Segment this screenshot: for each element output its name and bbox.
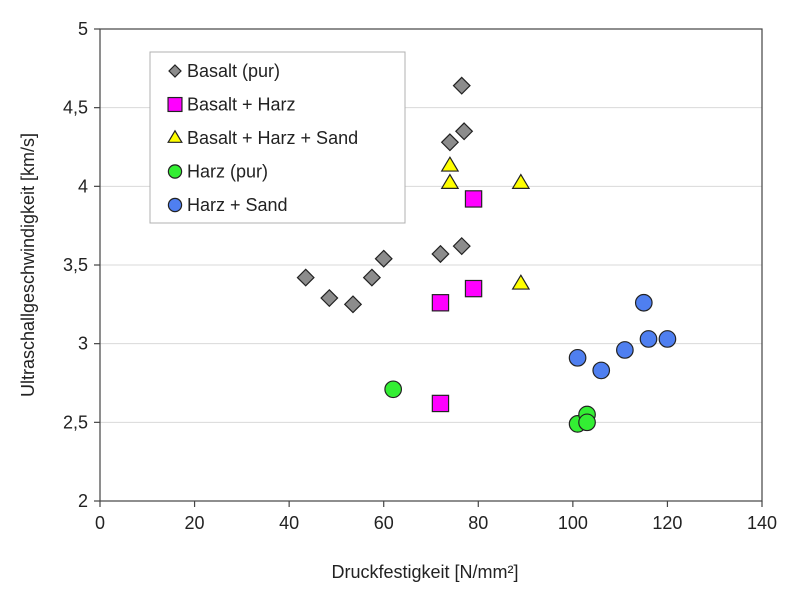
legend-item: Basalt (pur) [168, 61, 280, 81]
y-tick-label: 3 [78, 334, 88, 354]
x-tick-label: 100 [558, 513, 588, 533]
data-point [440, 156, 460, 172]
legend-label: Harz + Sand [187, 195, 288, 215]
data-point [343, 295, 363, 314]
legend-item: Basalt + Harz [167, 95, 296, 115]
data-points [296, 76, 677, 433]
x-tick-label: 40 [279, 513, 299, 533]
legend-marker [168, 64, 182, 78]
x-tick-label: 0 [95, 513, 105, 533]
data-point [320, 288, 339, 308]
legend-item: Basalt + Harz + Sand [167, 128, 358, 148]
data-point [616, 341, 634, 359]
data-point [296, 268, 315, 287]
data-point [431, 244, 450, 264]
x-axis-label: Druckfestigkeit [N/mm²] [331, 562, 518, 582]
data-point [568, 348, 587, 367]
y-tick-label: 4 [78, 176, 88, 196]
data-point [455, 122, 474, 141]
series-2 [431, 190, 483, 413]
y-tick-label: 3,5 [63, 255, 88, 275]
data-point [639, 330, 658, 348]
data-point [511, 274, 531, 290]
data-point [431, 394, 450, 413]
legend-marker [167, 129, 183, 143]
legend-marker [167, 96, 183, 113]
series-5 [568, 293, 677, 380]
legend-marker [167, 164, 183, 179]
y-axis: 2 2,5 3 3,5 4 4,5 5 [63, 19, 100, 511]
x-tick-label: 80 [468, 513, 488, 533]
legend-item: Harz + Sand [167, 195, 288, 215]
data-point [464, 279, 483, 298]
legend-label: Harz (pur) [187, 162, 268, 182]
legend-label: Basalt (pur) [187, 61, 280, 81]
data-point [431, 294, 450, 312]
series-4 [384, 380, 596, 433]
legend-label: Basalt + Harz + Sand [187, 128, 358, 148]
y-tick-label: 5 [78, 19, 88, 39]
series-1 [296, 76, 474, 314]
legend-box [149, 51, 406, 224]
legend-marker [167, 197, 183, 213]
data-point [592, 361, 611, 380]
y-tick-label: 4,5 [63, 98, 88, 118]
legend-label: Basalt + Harz [187, 95, 296, 115]
x-tick-label: 120 [652, 513, 682, 533]
data-point [452, 76, 471, 95]
data-point [452, 237, 471, 256]
data-point [464, 190, 483, 208]
data-point [440, 173, 460, 189]
x-tick-label: 20 [185, 513, 205, 533]
x-axis: 0 20 40 60 80 100 120 140 [95, 501, 777, 533]
y-tick-label: 2,5 [63, 412, 88, 432]
x-tick-label: 140 [747, 513, 777, 533]
data-point [374, 249, 393, 268]
legend: Basalt (pur) Basalt + Harz Basalt + Harz +… [149, 51, 406, 224]
x-tick-label: 60 [374, 513, 394, 533]
data-point [578, 413, 596, 432]
data-point [384, 380, 403, 399]
series-3 [440, 156, 531, 290]
legend-item: Harz (pur) [167, 162, 268, 182]
y-tick-label: 2 [78, 491, 88, 511]
y-axis-label: Ultraschallgeschwindigkeit [km/s] [18, 133, 38, 397]
data-point [511, 173, 531, 189]
data-point [440, 133, 460, 152]
data-point [658, 330, 677, 348]
data-point [362, 268, 381, 287]
data-point [634, 293, 653, 312]
